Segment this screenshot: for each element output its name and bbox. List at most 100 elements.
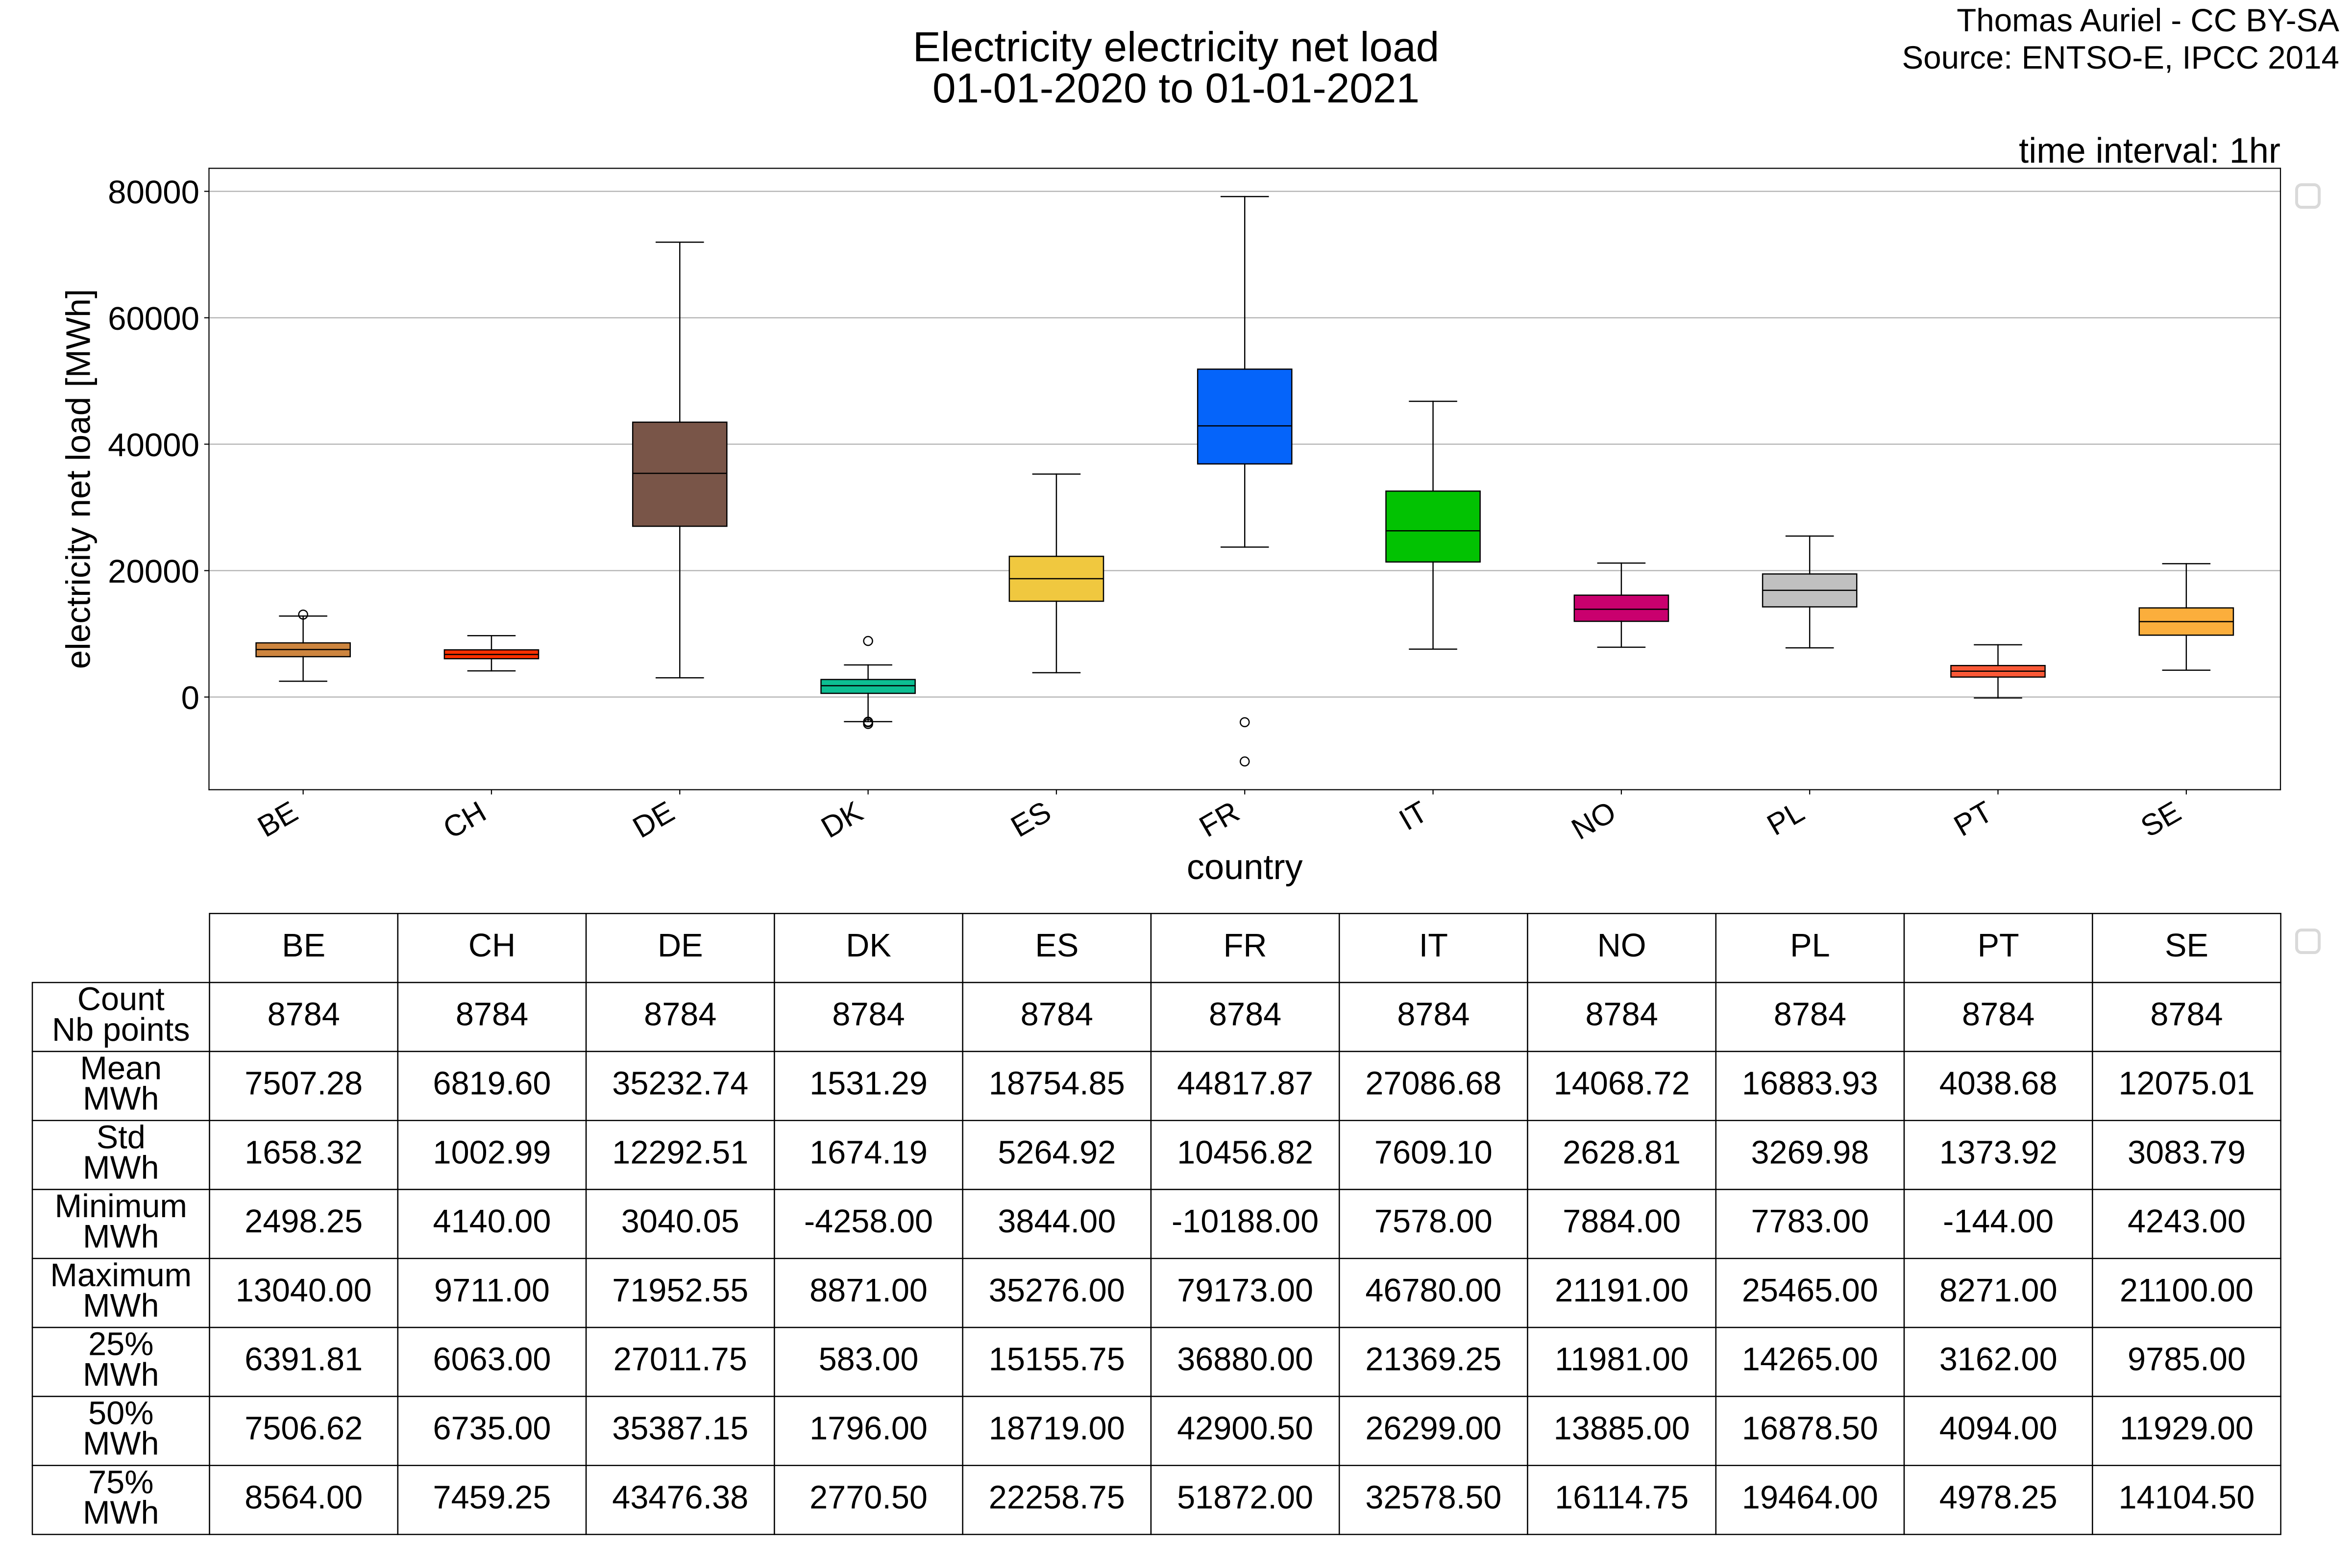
svg-text:-10188.00: -10188.00 bbox=[1172, 1203, 1319, 1240]
svg-text:21191.00: 21191.00 bbox=[1555, 1273, 1689, 1309]
svg-text:MWh: MWh bbox=[83, 1081, 159, 1117]
svg-text:4243.00: 4243.00 bbox=[2128, 1203, 2246, 1240]
svg-text:8784: 8784 bbox=[268, 997, 340, 1033]
svg-text:7884.00: 7884.00 bbox=[1563, 1203, 1681, 1240]
svg-text:25465.00: 25465.00 bbox=[1742, 1273, 1878, 1309]
svg-text:7507.28: 7507.28 bbox=[245, 1066, 363, 1102]
svg-text:MWh: MWh bbox=[83, 1219, 159, 1255]
svg-text:6391.81: 6391.81 bbox=[245, 1342, 363, 1378]
svg-text:22258.75: 22258.75 bbox=[989, 1479, 1125, 1516]
svg-text:1373.92: 1373.92 bbox=[1939, 1134, 2058, 1171]
svg-text:14068.72: 14068.72 bbox=[1554, 1066, 1690, 1102]
svg-text:3040.05: 3040.05 bbox=[621, 1203, 739, 1240]
svg-text:71952.55: 71952.55 bbox=[612, 1273, 748, 1309]
svg-text:8784: 8784 bbox=[644, 997, 716, 1033]
svg-text:1002.99: 1002.99 bbox=[433, 1134, 551, 1171]
svg-text:6063.00: 6063.00 bbox=[433, 1342, 551, 1378]
svg-text:Mean: Mean bbox=[80, 1050, 162, 1086]
svg-text:-144.00: -144.00 bbox=[1943, 1203, 2054, 1240]
svg-text:26299.00: 26299.00 bbox=[1365, 1411, 1501, 1447]
svg-text:SE: SE bbox=[2165, 928, 2208, 964]
svg-text:DK: DK bbox=[846, 928, 891, 964]
svg-text:15155.75: 15155.75 bbox=[989, 1342, 1125, 1378]
svg-text:27086.68: 27086.68 bbox=[1365, 1066, 1501, 1102]
svg-text:MWh: MWh bbox=[83, 1494, 159, 1531]
svg-text:6735.00: 6735.00 bbox=[433, 1411, 551, 1447]
svg-text:Minimum: Minimum bbox=[55, 1188, 187, 1225]
svg-text:16883.93: 16883.93 bbox=[1742, 1066, 1878, 1102]
svg-text:32578.50: 32578.50 bbox=[1365, 1479, 1501, 1516]
svg-text:18754.85: 18754.85 bbox=[989, 1066, 1125, 1102]
svg-text:19464.00: 19464.00 bbox=[1742, 1479, 1878, 1516]
svg-text:79173.00: 79173.00 bbox=[1177, 1273, 1313, 1309]
svg-text:PL: PL bbox=[1790, 928, 1830, 964]
svg-text:country: country bbox=[1187, 848, 1303, 887]
svg-text:0: 0 bbox=[181, 680, 199, 716]
svg-text:8271.00: 8271.00 bbox=[1939, 1273, 2058, 1309]
svg-text:2770.50: 2770.50 bbox=[809, 1479, 928, 1516]
svg-text:NO: NO bbox=[1597, 928, 1646, 964]
svg-text:46780.00: 46780.00 bbox=[1365, 1273, 1501, 1309]
svg-text:7609.10: 7609.10 bbox=[1374, 1134, 1493, 1171]
svg-text:16878.50: 16878.50 bbox=[1742, 1411, 1878, 1447]
svg-text:5264.92: 5264.92 bbox=[998, 1134, 1116, 1171]
svg-text:Source: ENTSO-E, IPCC 2014: Source: ENTSO-E, IPCC 2014 bbox=[1902, 40, 2339, 75]
svg-text:4978.25: 4978.25 bbox=[1939, 1479, 2058, 1516]
svg-text:35276.00: 35276.00 bbox=[989, 1273, 1125, 1309]
svg-text:13040.00: 13040.00 bbox=[236, 1273, 372, 1309]
svg-text:60000: 60000 bbox=[108, 300, 199, 337]
svg-text:18719.00: 18719.00 bbox=[989, 1411, 1125, 1447]
svg-text:8784: 8784 bbox=[1962, 997, 2034, 1033]
svg-text:9785.00: 9785.00 bbox=[2128, 1342, 2246, 1378]
svg-text:8564.00: 8564.00 bbox=[245, 1479, 363, 1516]
svg-text:35232.74: 35232.74 bbox=[612, 1066, 748, 1102]
svg-text:PT: PT bbox=[1978, 928, 2019, 964]
svg-text:DE: DE bbox=[658, 928, 703, 964]
svg-text:3844.00: 3844.00 bbox=[998, 1203, 1116, 1240]
svg-text:42900.50: 42900.50 bbox=[1177, 1411, 1313, 1447]
svg-text:16114.75: 16114.75 bbox=[1555, 1479, 1689, 1516]
svg-text:1674.19: 1674.19 bbox=[809, 1134, 928, 1171]
svg-text:7459.25: 7459.25 bbox=[433, 1479, 551, 1516]
svg-text:40000: 40000 bbox=[108, 427, 199, 464]
svg-text:9711.00: 9711.00 bbox=[434, 1273, 550, 1309]
svg-text:electricity net load [MWh]: electricity net load [MWh] bbox=[59, 289, 98, 669]
svg-text:3162.00: 3162.00 bbox=[1939, 1342, 2058, 1378]
svg-text:MWh: MWh bbox=[83, 1288, 159, 1324]
svg-text:20000: 20000 bbox=[108, 553, 199, 590]
svg-text:8784: 8784 bbox=[1209, 997, 1281, 1033]
svg-text:12075.01: 12075.01 bbox=[2118, 1066, 2254, 1102]
svg-text:11929.00: 11929.00 bbox=[2120, 1411, 2254, 1447]
svg-text:14104.50: 14104.50 bbox=[2118, 1479, 2254, 1516]
svg-text:8784: 8784 bbox=[1397, 997, 1470, 1033]
svg-text:Maximum: Maximum bbox=[50, 1257, 192, 1294]
svg-text:8784: 8784 bbox=[2150, 997, 2223, 1033]
svg-text:8784: 8784 bbox=[1774, 997, 1846, 1033]
svg-text:MWh: MWh bbox=[83, 1426, 159, 1462]
svg-text:FR: FR bbox=[1224, 928, 1267, 964]
svg-text:44817.87: 44817.87 bbox=[1177, 1066, 1313, 1102]
svg-text:time interval: 1hr: time interval: 1hr bbox=[2019, 131, 2280, 171]
svg-text:27011.75: 27011.75 bbox=[613, 1342, 747, 1378]
svg-text:36880.00: 36880.00 bbox=[1177, 1342, 1313, 1378]
svg-text:IT: IT bbox=[1419, 928, 1448, 964]
svg-text:MWh: MWh bbox=[83, 1150, 159, 1186]
svg-text:7506.62: 7506.62 bbox=[245, 1411, 363, 1447]
svg-text:2498.25: 2498.25 bbox=[245, 1203, 363, 1240]
svg-text:51872.00: 51872.00 bbox=[1177, 1479, 1313, 1516]
svg-text:11981.00: 11981.00 bbox=[1555, 1342, 1689, 1378]
svg-text:1531.29: 1531.29 bbox=[809, 1066, 928, 1102]
svg-text:3083.79: 3083.79 bbox=[2128, 1134, 2246, 1171]
svg-text:43476.38: 43476.38 bbox=[612, 1479, 748, 1516]
svg-text:35387.15: 35387.15 bbox=[612, 1411, 748, 1447]
svg-text:13885.00: 13885.00 bbox=[1554, 1411, 1690, 1447]
svg-text:21100.00: 21100.00 bbox=[2120, 1273, 2254, 1309]
svg-text:8784: 8784 bbox=[1021, 997, 1093, 1033]
svg-text:CH: CH bbox=[468, 928, 515, 964]
svg-text:8784: 8784 bbox=[832, 997, 905, 1033]
svg-text:4094.00: 4094.00 bbox=[1939, 1411, 2058, 1447]
svg-text:75%: 75% bbox=[88, 1464, 153, 1500]
svg-text:25%: 25% bbox=[88, 1326, 153, 1363]
svg-text:10456.82: 10456.82 bbox=[1177, 1134, 1313, 1171]
svg-text:1658.32: 1658.32 bbox=[245, 1134, 363, 1171]
